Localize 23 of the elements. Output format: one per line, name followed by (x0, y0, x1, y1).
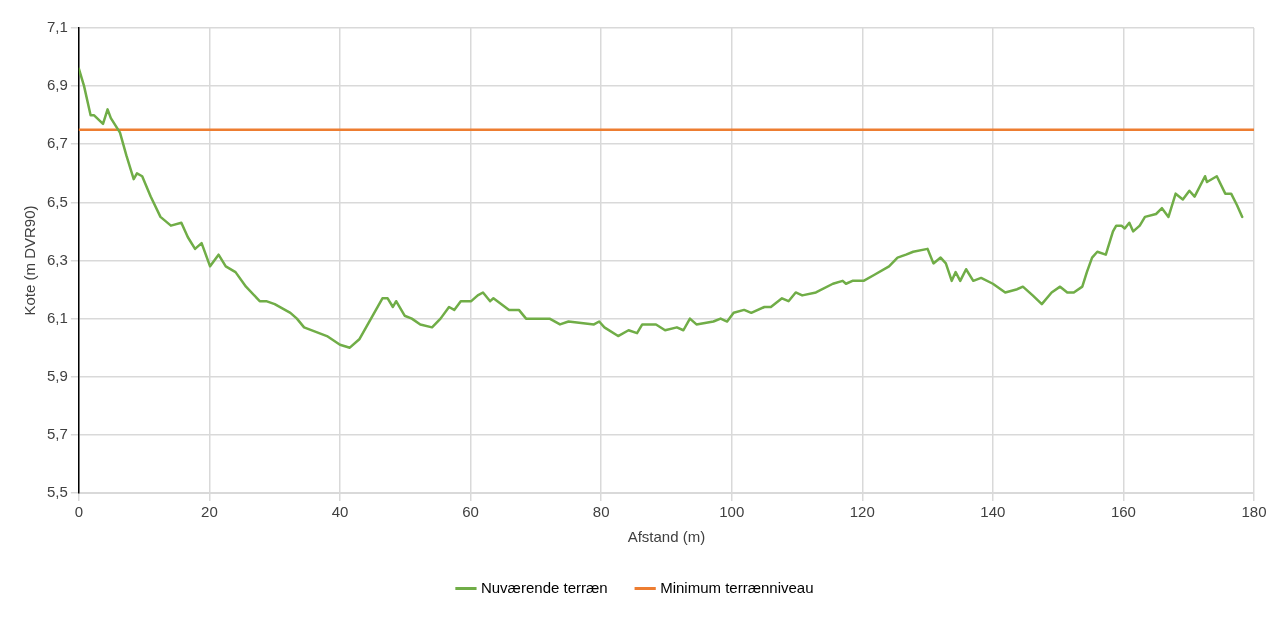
y-tick-label: 6,3 (46, 250, 68, 268)
y-tick-label: 5,7 (46, 425, 68, 443)
x-tick-label: 180 (1241, 503, 1267, 521)
y-tick-label: 5,5 (46, 483, 68, 501)
y-tick-label: 5,9 (46, 366, 68, 384)
x-tick-label: 140 (980, 503, 1006, 521)
x-tick-label: 60 (462, 503, 479, 521)
x-axis-title: Afstand (m) (627, 528, 706, 546)
y-tick-label: 6,1 (46, 308, 68, 326)
x-tick-label: 0 (74, 503, 84, 521)
y-tick-label: 6,9 (46, 76, 68, 94)
legend-label: Nuværende terræn (480, 578, 608, 596)
x-tick-label: 20 (201, 503, 218, 521)
y-axis-title: Kote (m DVR90) (21, 205, 39, 316)
x-tick-label: 120 (849, 503, 875, 521)
x-tick-label: 100 (719, 503, 745, 521)
legend-label: Minimum terrænniveau (660, 578, 814, 596)
x-tick-label: 40 (331, 503, 349, 521)
y-tick-label: 6,7 (46, 134, 68, 152)
y-tick-label: 7,1 (46, 18, 68, 36)
y-tick-label: 6,5 (46, 192, 68, 210)
x-tick-label: 80 (592, 503, 610, 521)
x-tick-label: 160 (1110, 503, 1136, 521)
